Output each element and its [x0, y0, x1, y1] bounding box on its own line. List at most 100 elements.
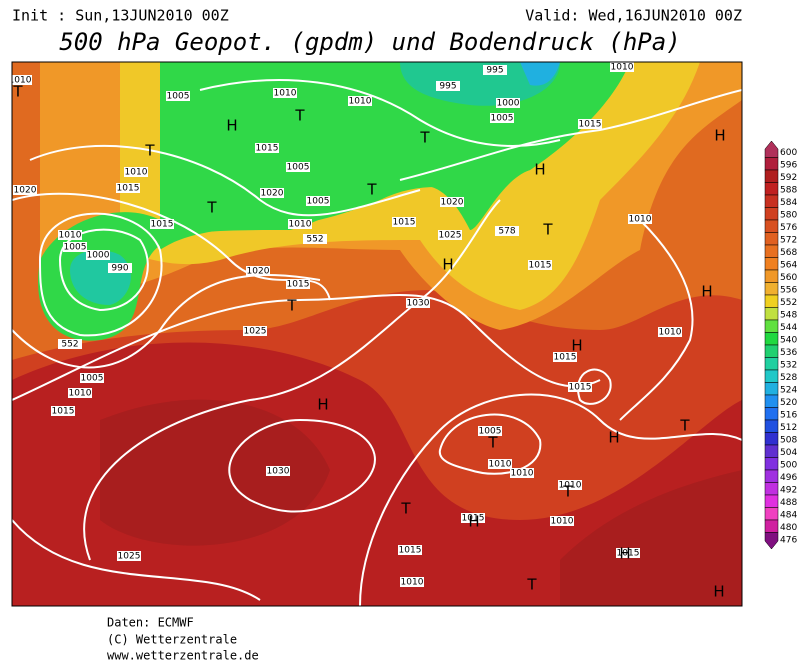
pressure-center: T [542, 221, 553, 239]
scale-cell [764, 469, 779, 483]
scale-cell [764, 244, 779, 258]
pressure-center: H [534, 161, 545, 179]
isobar-label: 1015 [151, 220, 174, 230]
scale-label: 476 [780, 535, 797, 545]
scale-label: 560 [780, 273, 797, 283]
scale-label: 580 [780, 210, 797, 220]
scale-cell [764, 182, 779, 196]
isobar-label-bg [406, 298, 430, 308]
isobar-label-bg [528, 260, 552, 270]
pressure-center: H [713, 583, 724, 601]
scale-label: 512 [780, 423, 797, 433]
pressure-center: T [526, 576, 537, 594]
isobar-label: 1020 [247, 267, 270, 277]
scale-label: 564 [780, 260, 797, 270]
pressure-center: T [294, 107, 305, 125]
isobar-label: 1025 [118, 552, 141, 562]
isobar-label: 1005 [479, 427, 502, 437]
isobar-label-bg [550, 516, 574, 526]
isobar-label-bg [392, 217, 416, 227]
isobar-label: 552 [61, 340, 78, 350]
isobar-label-bg [398, 545, 422, 555]
isobar-label: 1010 [69, 389, 92, 399]
scale-cell [764, 257, 779, 271]
isobar-label-bg [63, 242, 87, 252]
scale-cell [764, 382, 779, 396]
isobar-label: 1010 [629, 215, 652, 225]
isobar-label-bg [306, 196, 330, 206]
isobar-label-bg [483, 65, 507, 75]
isobar-label: 1015 [393, 218, 416, 228]
scale-label: 552 [780, 298, 797, 308]
scale-cell [764, 369, 779, 383]
pressure-center: H [442, 256, 453, 274]
isobar-label-bg [578, 119, 602, 129]
isobar-label-bg [246, 266, 270, 276]
isobar-label: 1015 [529, 261, 552, 271]
map-title: 500 hPa Geopot. (gpdm) und Bodendruck (h… [59, 28, 680, 56]
pressure-center: T [400, 500, 411, 518]
isobar-label: 1025 [244, 327, 267, 337]
scale-cell [764, 494, 779, 508]
scale-label: 504 [780, 448, 797, 458]
isobar-label: 1010 [489, 460, 512, 470]
pressure-center: T [206, 199, 217, 217]
init-time: Init : Sun,13JUN2010 00Z [12, 7, 229, 25]
scale-cell [764, 219, 779, 233]
scale-label: 588 [780, 185, 797, 195]
isobar-label-bg [86, 250, 110, 260]
scale-cell [764, 194, 779, 208]
scale-label: 508 [780, 435, 797, 445]
isobar-label-bg [58, 230, 82, 240]
scale-label: 492 [780, 485, 797, 495]
pressure-center: H [468, 513, 479, 531]
scale-label: 532 [780, 360, 797, 370]
scale-label: 496 [780, 473, 797, 483]
isobar-label-bg [478, 426, 502, 436]
isobar-label: 1010 [659, 328, 682, 338]
pressure-center: H [571, 337, 582, 355]
isobar-label: 1000 [87, 251, 110, 261]
pressure-center: T [286, 297, 297, 315]
isobar-label: 1015 [399, 546, 422, 556]
isobar-label: 1020 [261, 189, 284, 199]
scale-cell [764, 332, 779, 346]
isobar-label-bg [440, 197, 464, 207]
isobar-label-bg [12, 75, 32, 85]
footer-source: Daten: ECMWF [107, 616, 194, 630]
isobar-label: 1010 [611, 63, 634, 73]
isobar-label-bg [51, 406, 75, 416]
isobar-label-bg [436, 81, 460, 91]
scale-cell [764, 344, 779, 358]
scale-label: 528 [780, 373, 797, 383]
pressure-center: T [366, 181, 377, 199]
isobar-label-bg [490, 113, 514, 123]
scale-cell [764, 457, 779, 471]
isobar-label: 1030 [267, 467, 290, 477]
isobar-label: 1015 [554, 353, 577, 363]
isobar-label-bg [510, 468, 534, 478]
scale-label: 572 [780, 235, 797, 245]
scale-cell [764, 294, 779, 308]
scale-cell [764, 140, 779, 158]
isobar-label: 1015 [287, 280, 310, 290]
isobar-label: 1005 [287, 163, 310, 173]
isobar-label-bg [303, 234, 327, 244]
pressure-center: H [608, 429, 619, 447]
isobar-label-bg [116, 183, 140, 193]
isobar-label-bg [13, 185, 37, 195]
footer-copyright: (C) Wetterzentrale [107, 633, 237, 647]
scale-label: 556 [780, 285, 797, 295]
isobar-label-bg [80, 373, 104, 383]
scale-cell [764, 507, 779, 521]
scale-label: 592 [780, 173, 797, 183]
isobar-label: 1015 [579, 120, 602, 130]
isobar-label-bg [124, 167, 148, 177]
isobar-label: 1010 [559, 481, 582, 491]
isobar-label-bg [400, 577, 424, 587]
isobar-label-bg [488, 459, 512, 469]
isobar-label: 1010 [401, 578, 424, 588]
isobar-label-bg [461, 513, 485, 523]
